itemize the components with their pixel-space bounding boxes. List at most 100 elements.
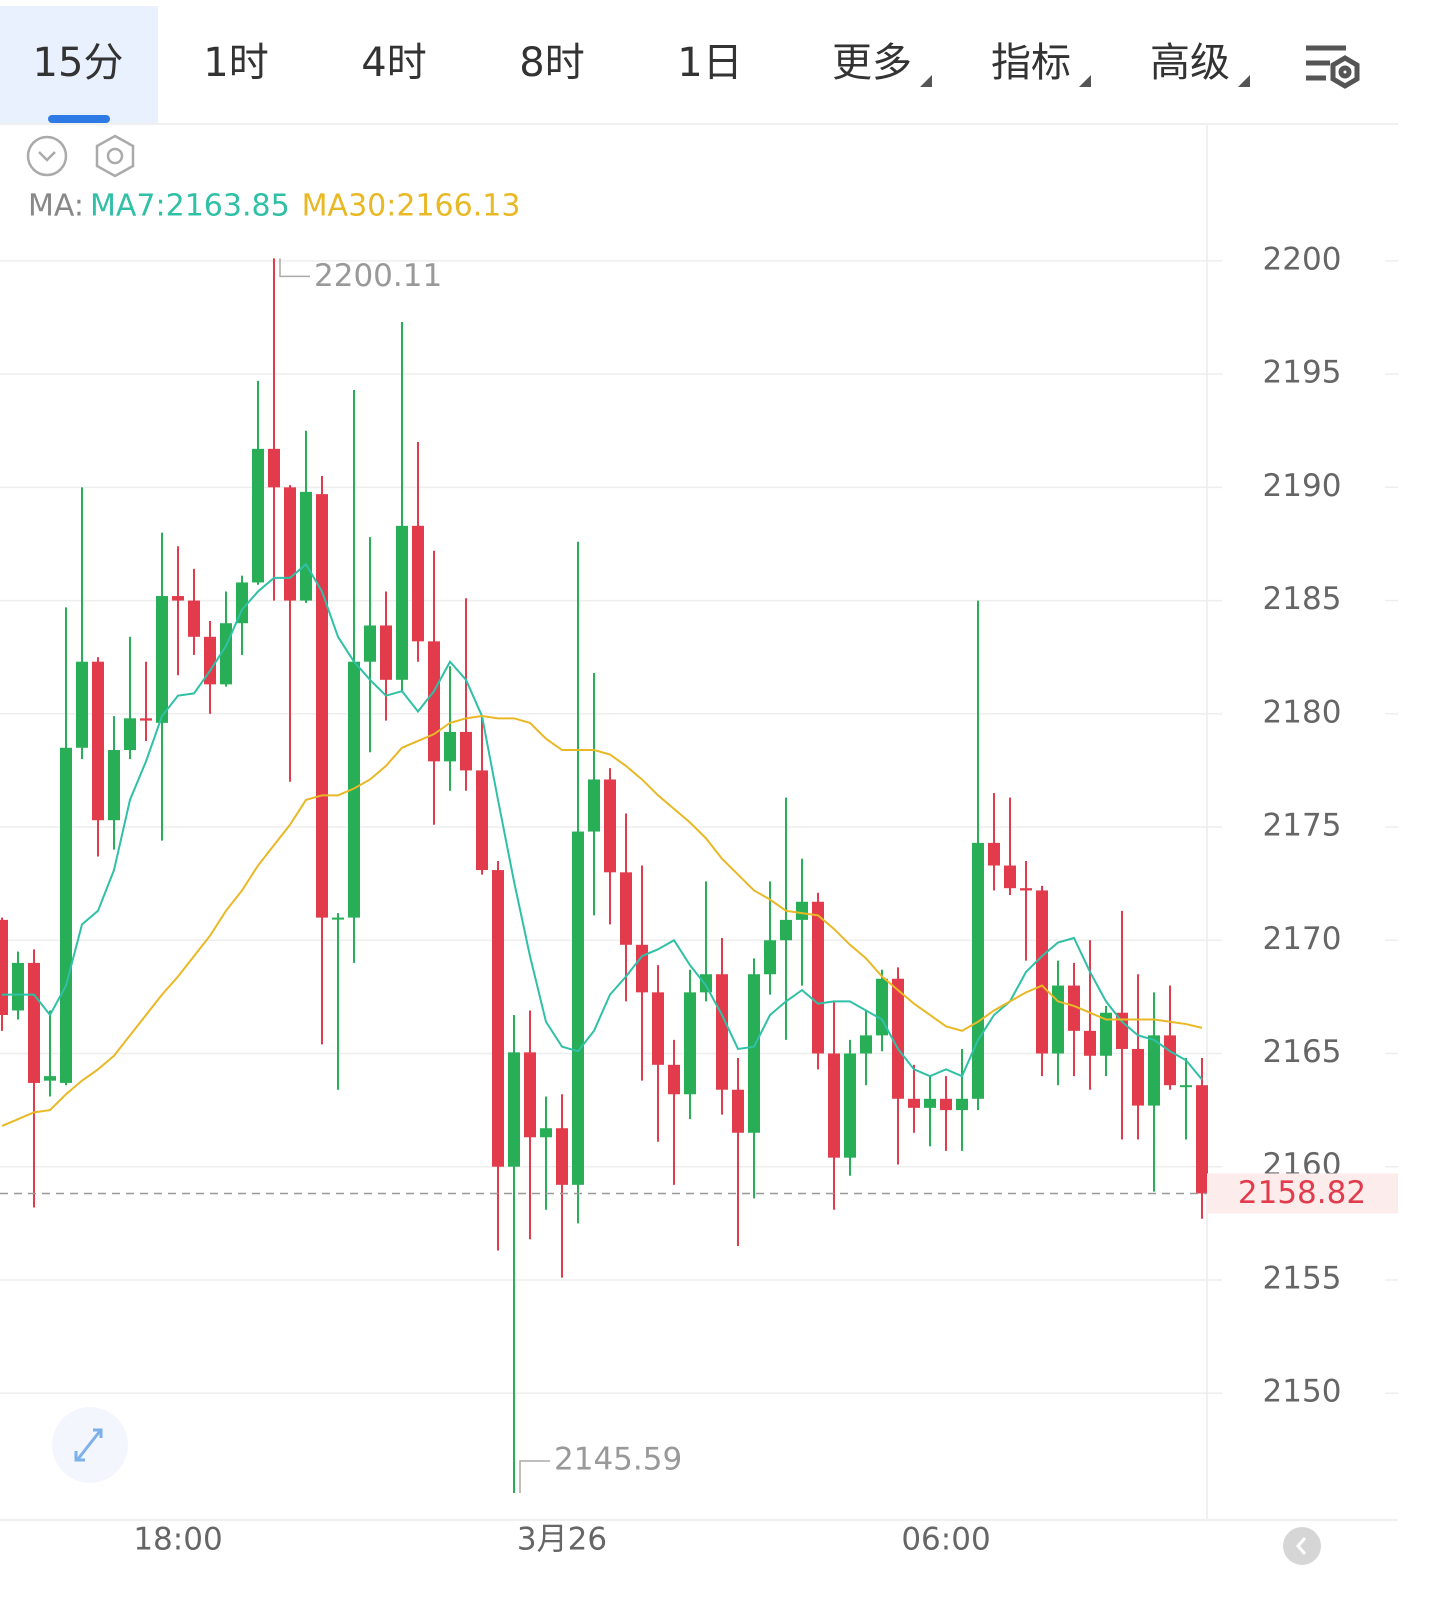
candle-body xyxy=(348,661,360,918)
candle-body xyxy=(236,582,248,624)
candle-body xyxy=(1196,1085,1208,1194)
high-label: 2200.11 xyxy=(314,258,442,294)
candle-body xyxy=(12,962,24,1011)
candle-body xyxy=(300,491,312,601)
candle-body xyxy=(124,718,136,751)
y-tick-label: 2155 xyxy=(1263,1260,1342,1296)
candle-body xyxy=(0,919,8,1015)
candle-body xyxy=(444,731,456,762)
candle-body xyxy=(460,731,472,771)
y-tick-label: 2200 xyxy=(1263,241,1342,277)
candle-body xyxy=(1020,888,1032,891)
candle-body xyxy=(860,1035,872,1054)
x-tick-label: 06:00 xyxy=(901,1522,990,1558)
dropdown-marker xyxy=(1238,75,1250,87)
candle-body xyxy=(284,487,296,601)
candle-body xyxy=(316,494,328,918)
candle-body xyxy=(508,1052,520,1167)
candle-body xyxy=(140,718,152,721)
active-tab-indicator xyxy=(48,115,110,123)
candle-body xyxy=(1084,1030,1096,1056)
candle-body xyxy=(1180,1085,1192,1088)
y-tick-label: 2195 xyxy=(1263,355,1342,391)
ma-line xyxy=(2,562,1203,1081)
dropdown-marker xyxy=(1079,75,1091,87)
candle-body xyxy=(572,831,584,1185)
x-tick-label: 18:00 xyxy=(133,1522,222,1558)
collapse-button[interactable] xyxy=(26,135,68,177)
candle-body xyxy=(764,940,776,975)
candle-body xyxy=(28,962,40,1083)
candle-body xyxy=(700,974,712,993)
candle-body xyxy=(252,448,264,583)
candle-body xyxy=(636,944,648,993)
tab[interactable]: 更多 xyxy=(832,40,912,86)
candle-body xyxy=(716,974,728,1090)
candle-body xyxy=(1052,985,1064,1054)
y-tick-label: 2150 xyxy=(1263,1374,1342,1410)
candle-body xyxy=(524,1052,536,1138)
candle-body xyxy=(988,842,1000,866)
candle-body xyxy=(1100,1012,1112,1056)
ma-line xyxy=(1,715,1203,1127)
candle-body xyxy=(892,978,904,1099)
tab[interactable]: 4时 xyxy=(361,40,426,86)
candle-body xyxy=(92,661,104,821)
candle-body xyxy=(540,1128,552,1138)
indicator-settings-button[interactable] xyxy=(95,134,135,178)
candle-body xyxy=(1116,1012,1128,1049)
candle-body xyxy=(332,917,344,920)
y-tick-label: 2185 xyxy=(1263,581,1342,617)
candle-body xyxy=(972,842,984,1099)
candle-body xyxy=(956,1098,968,1111)
tab[interactable]: 15分 xyxy=(33,40,124,86)
candle-body xyxy=(108,750,120,821)
candle-body xyxy=(908,1098,920,1108)
candle-body xyxy=(796,901,808,920)
candle-body xyxy=(1132,1048,1144,1106)
candle-body xyxy=(748,974,760,1133)
candle-body xyxy=(76,661,88,748)
tab[interactable]: 指标 xyxy=(991,40,1071,86)
candle-body xyxy=(940,1098,952,1111)
low-marker xyxy=(519,1460,550,1494)
candle-body xyxy=(412,525,424,642)
candle-body xyxy=(364,625,376,662)
candle-body xyxy=(268,448,280,488)
tab[interactable]: 1时 xyxy=(203,40,268,86)
tab[interactable]: 1日 xyxy=(677,40,742,86)
candle-body xyxy=(876,978,888,1036)
candle-body xyxy=(204,636,216,685)
y-tick-label: 2190 xyxy=(1263,468,1342,504)
candle-body xyxy=(780,919,792,941)
legend-entry: MA30:2166.13 xyxy=(302,189,521,224)
candle-body xyxy=(732,1089,744,1133)
candle-body xyxy=(556,1128,568,1185)
y-tick-label: 2165 xyxy=(1263,1034,1342,1070)
candle-body xyxy=(428,641,440,762)
legend-entry: MA7:2163.85 xyxy=(90,189,290,224)
candle-body xyxy=(44,1076,56,1081)
indicator-label: MA: xyxy=(28,189,84,224)
active-tab-bg xyxy=(0,6,158,123)
candle-body xyxy=(604,779,616,873)
low-label: 2145.59 xyxy=(554,1442,682,1478)
candle-body xyxy=(588,779,600,832)
candle-body xyxy=(172,596,184,601)
candle-body xyxy=(156,596,168,723)
settings-icon[interactable] xyxy=(1306,45,1360,89)
tab[interactable]: 8时 xyxy=(519,40,584,86)
candle-body xyxy=(844,1053,856,1158)
candle-body xyxy=(1148,1035,1160,1106)
fullscreen-button[interactable] xyxy=(52,1407,128,1483)
candle-body xyxy=(1068,985,1080,1031)
candle-body xyxy=(652,992,664,1065)
price-label-bg xyxy=(1207,1173,1398,1214)
dropdown-marker xyxy=(920,75,932,87)
scroll-latest-button[interactable] xyxy=(1283,1527,1321,1565)
tab[interactable]: 高级 xyxy=(1150,40,1230,86)
candle-body xyxy=(924,1098,936,1108)
y-tick-label: 2180 xyxy=(1263,694,1342,730)
